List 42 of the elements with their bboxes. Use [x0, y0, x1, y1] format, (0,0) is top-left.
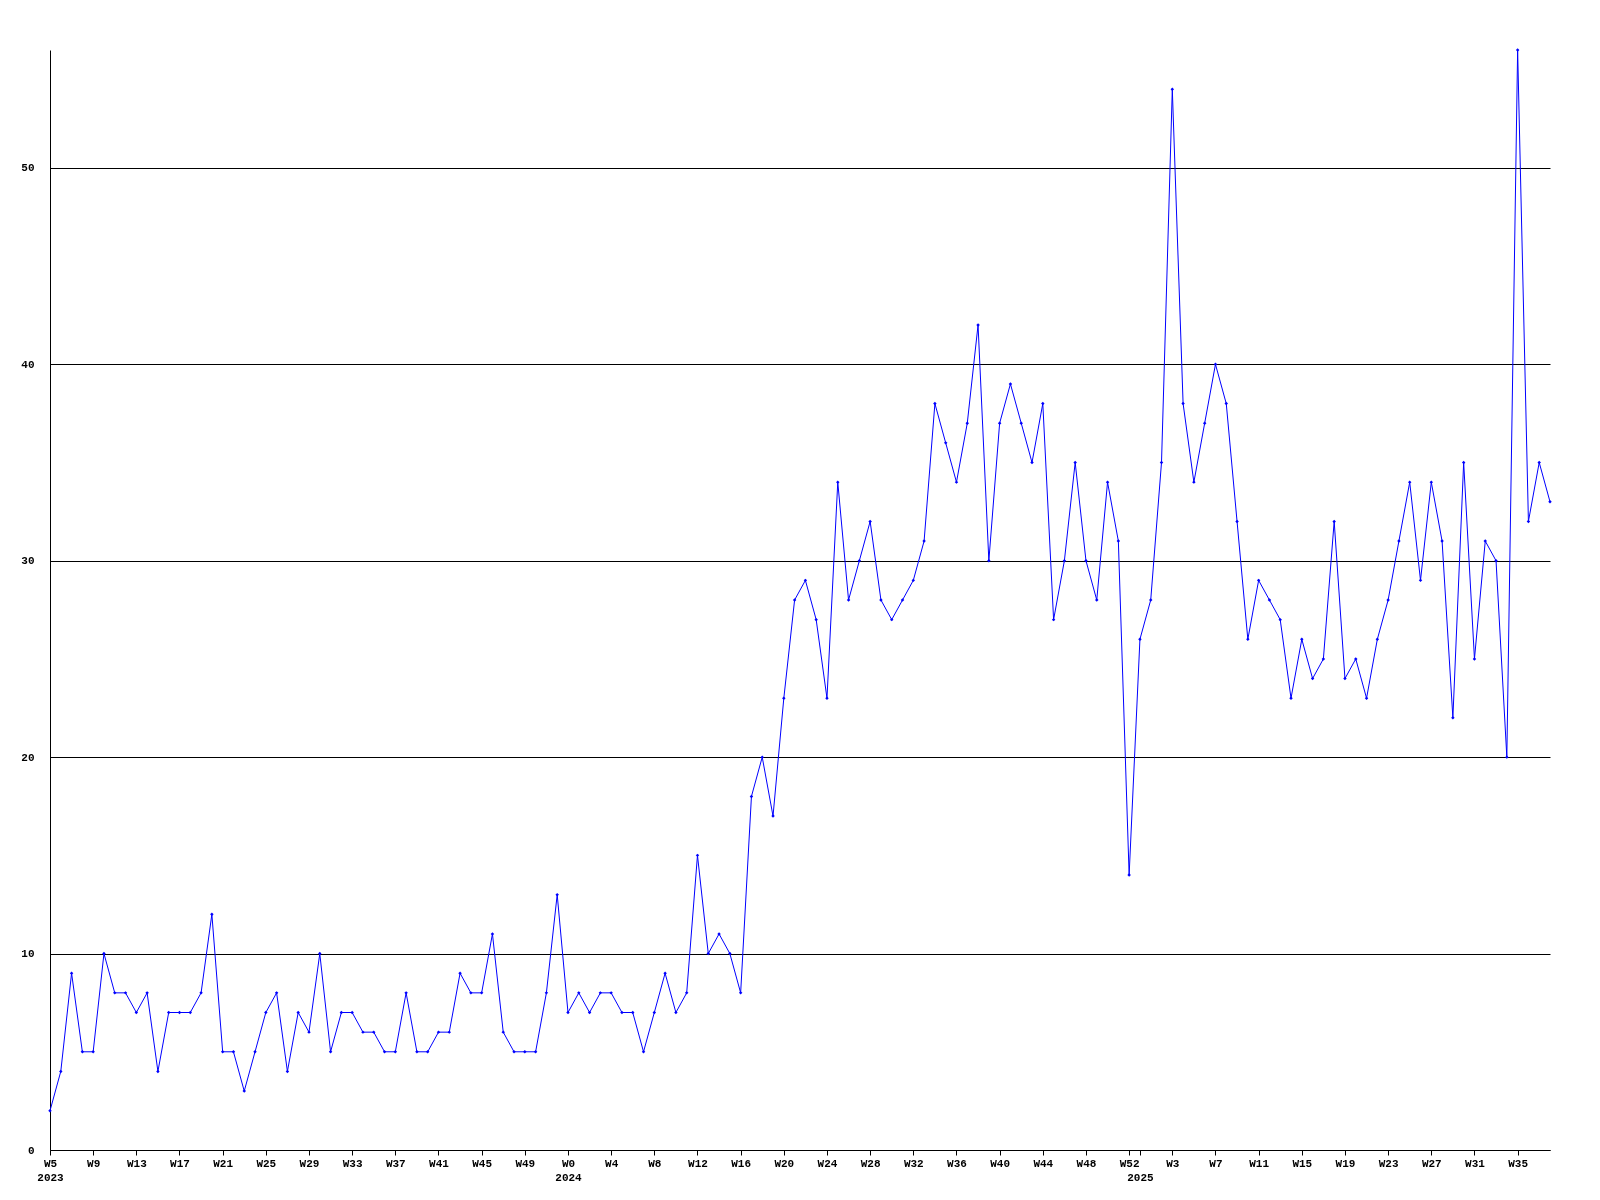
x-tick-label: W33: [342, 1157, 363, 1170]
x-tick-label: W3: [1166, 1157, 1180, 1170]
x-tick-label: W23: [1378, 1157, 1399, 1170]
y-tick-label: 40: [21, 358, 35, 371]
x-tick-label: W48: [1076, 1157, 1097, 1170]
x-tick-label: W9: [87, 1157, 101, 1170]
x-tick-label: W49: [515, 1157, 536, 1170]
x-tick-label: W40: [990, 1157, 1011, 1170]
x-tick-label: W36: [947, 1157, 967, 1170]
x-tick-label: W44: [1033, 1157, 1054, 1170]
x-tick-label: W7: [1209, 1157, 1223, 1170]
x-tick-label: W29: [299, 1157, 320, 1170]
x-tick-label: W5 2023: [37, 1157, 65, 1184]
x-tick-label: W0 2024: [555, 1157, 583, 1184]
x-tick-label: W41: [429, 1157, 450, 1170]
x-tick-label: W8: [648, 1157, 662, 1170]
x-tick-label: W19: [1335, 1157, 1356, 1170]
x-tick-label: W13: [126, 1157, 148, 1170]
x-tick-label: W25: [256, 1157, 277, 1170]
x-tick-label: W4: [605, 1157, 619, 1170]
x-tick-label: W35: [1508, 1157, 1529, 1170]
x-tick-label: W15: [1292, 1157, 1313, 1170]
x-tick-label: W20: [774, 1157, 795, 1170]
y-tick-label: 10: [21, 948, 35, 961]
x-tick-label: W17: [170, 1157, 190, 1170]
x-tick-label: 2025: [1127, 1171, 1155, 1184]
x-tick-label: W16: [731, 1157, 752, 1170]
y-tick-label: 30: [21, 555, 35, 568]
x-tick-label: W52: [1119, 1157, 1140, 1170]
x-tick-label: W32: [903, 1157, 924, 1170]
x-tick-label: W11: [1249, 1157, 1270, 1170]
x-tick-label: W28: [860, 1157, 881, 1170]
x-tick-label: W37: [385, 1157, 406, 1170]
x-tick-label: W27: [1421, 1157, 1442, 1170]
x-tick-label: W21: [213, 1157, 234, 1170]
x-tick-label: W31: [1465, 1157, 1486, 1170]
y-tick-label: 50: [21, 162, 35, 175]
x-tick-label: W24: [817, 1157, 838, 1170]
y-tick-label: 0: [27, 1144, 35, 1157]
x-tick-label: W45: [472, 1157, 493, 1170]
y-tick-label: 20: [21, 751, 35, 764]
x-tick-label: W12: [688, 1157, 708, 1170]
